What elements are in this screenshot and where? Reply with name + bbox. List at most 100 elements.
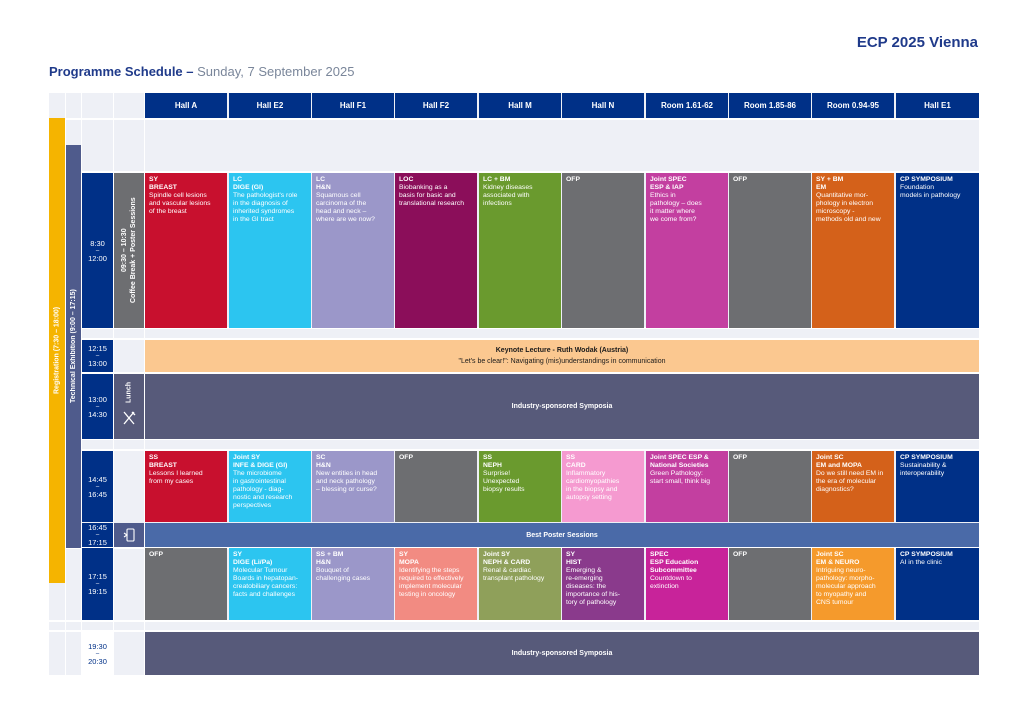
session-card[interactable]: Joint SPEC ESP & National Societies Green… [646,451,728,522]
registration-bar: Registration (7:30 – 18:00) [49,118,65,583]
keynote-bar: Keynote Lecture - Ruth Wodak (Austria) "… [145,340,979,372]
keynote-title: Keynote Lecture - Ruth Wodak (Austria) [495,347,629,354]
session-tag: CP SYMPOSIUM [900,176,953,183]
session-card[interactable]: OFP [729,451,811,522]
time-slot-6: 17:15–19:15 [82,548,113,620]
grid-line [49,449,979,451]
hall-header: Room 1.61-62 [646,93,728,118]
session-description: Foundation models in pathology [900,184,961,199]
session-description: The microbiome in gastrointestinal patho… [233,470,293,509]
coffee-break-cell: 09:30 – 10:30 Coffee Break + Poster Sess… [114,173,144,328]
session-tag: SY + BM EM [816,176,844,191]
grid-line [49,338,979,340]
session-tag: LC + BM [483,176,511,183]
session-card[interactable]: SY DIGE (Li/Pa) Molecular Tumour Boards i… [229,548,311,620]
session-card[interactable]: LC + BM Kidney diseases associated with i… [479,173,561,328]
session-description: Squamous cell carcinoma of the head and … [316,192,375,223]
session-card[interactable]: OFP [145,548,227,620]
session-card[interactable]: CP SYMPOSIUM AI in the clinic [896,548,979,620]
session-tag: SY DIGE (Li/Pa) [233,551,273,566]
session-card[interactable]: CP SYMPOSIUM Foundation models in patholo… [896,173,979,328]
session-tag: SS BREAST [149,454,177,469]
time-end: 14:30 [88,409,107,419]
time-end: 16:45 [88,489,107,499]
time-slot-7: 19:30–20:30 [82,632,113,675]
session-card[interactable]: Joint SC EM & NEURO Intriguing neuro- pat… [812,548,894,620]
session-card[interactable]: Joint SC EM and MOPA Do we still need EM … [812,451,894,522]
session-description: Do we still need EM in the era of molecu… [816,470,884,493]
grid-line [49,327,979,329]
session-card[interactable]: LOC Biobanking as a basis for basic and t… [395,173,477,328]
session-description: Surprise! Unexpected biopsy results [483,470,525,493]
grid-line [49,438,979,440]
session-description: Inflammatory cardiomyopathies in the bio… [566,470,620,501]
session-description: Emerging & re-emerging diseases: the imp… [566,567,621,606]
session-description: The pathologist's role in the diagnosis … [233,192,298,223]
time-start: 17:15 [88,572,107,581]
session-tag: OFP [733,176,747,183]
session-tag: SY BREAST [149,176,177,191]
session-tag: LC DIGE (GI) [233,176,264,191]
session-card[interactable]: SY BREAST Spindle cell lesions and vascul… [145,173,227,328]
session-card[interactable]: Joint SPEC ESP & IAP Ethics in pathology … [646,173,728,328]
session-card[interactable]: SS + BM H&N Bouquet of challenging cases [312,548,394,620]
hall-header: Room 0.94-95 [812,93,894,118]
industry-symposia-label: Industry-sponsored Symposia [511,403,613,410]
grid-line [49,171,979,173]
session-tag: OFP [566,176,580,183]
session-card[interactable]: SC H&N New entities in head and neck path… [312,451,394,522]
session-card[interactable]: SS NEPH Surprise! Unexpected biopsy resul… [479,451,561,522]
industry-symposia-evening-bar: Industry-sponsored Symposia [145,632,979,675]
session-card[interactable]: SY HIST Emerging & re-emerging diseases: … [562,548,644,620]
session-card[interactable]: SY MOPA Identifying the steps required to… [395,548,477,620]
coffee-break-label: 09:30 – 10:30 Coffee Break + Poster Sess… [121,197,137,304]
session-tag: SS + BM H&N [316,551,344,566]
poster-sessions-bar: Best Poster Sessions [145,523,979,547]
session-card[interactable]: SS CARD Inflammatory cardiomyopathies in … [562,451,644,522]
session-card[interactable]: LC H&N Squamous cell carcinoma of the hea… [312,173,394,328]
session-card[interactable]: OFP [395,451,477,522]
session-tag: Joint SPEC ESP & IAP [650,176,687,191]
session-tag: Joint SC EM & NEURO [816,551,860,566]
session-tag: CP SYMPOSIUM [900,454,953,461]
session-card[interactable]: OFP [729,173,811,328]
grid-line [144,93,145,675]
grid-line [81,93,82,675]
heading-title: Programme Schedule – [49,64,194,79]
session-description: Quantitative mor- phology in electron mi… [816,192,881,223]
session-tag: OFP [733,454,747,461]
session-card[interactable]: LC DIGE (GI) The pathologist's role in th… [229,173,311,328]
exhibition-label: Technical Exhibition (9:00 – 17:15) [70,289,77,404]
hall-header: Hall M [479,93,561,118]
time-end: 17:15 [88,538,107,547]
session-card[interactable]: SY + BM EM Quantitative mor- phology in e… [812,173,894,328]
session-tag: SY HIST [566,551,582,566]
session-card[interactable]: SS BREAST Lessons I learned from my cases [145,451,227,522]
session-tag: SY MOPA [399,551,419,566]
session-description: Biobanking as a basis for basic and tran… [399,184,464,207]
session-description: Molecular Tumour Boards in hepatopan- cr… [233,567,298,598]
time-end: 19:15 [88,587,107,596]
session-card[interactable]: SPEC ESP Education Subcommittee Countdown… [646,548,728,620]
time-end: 13:00 [88,359,107,368]
session-tag: LC H&N [316,176,331,191]
registration-label: Registration (7:30 – 18:00) [53,306,61,395]
session-tag: Joint SC EM and MOPA [816,454,862,469]
session-tag: SPEC ESP Education Subcommittee [650,551,699,574]
grid-line [49,630,979,632]
time-slot-1: 8:30–12:00 [82,173,113,328]
session-tag: OFP [149,551,163,558]
session-card[interactable]: OFP [729,548,811,620]
session-card[interactable]: Joint SY INFE & DIGE (GI) The microbiome … [229,451,311,522]
session-description: AI in the clinic [900,559,942,566]
session-description: Intriguing neuro- pathology: morpho- mol… [816,567,876,606]
time-slot-4: 14:45–16:45 [82,451,113,522]
session-card[interactable]: CP SYMPOSIUM Sustainability & interoperab… [896,451,979,522]
session-tag: LOC [399,176,414,183]
session-description: Sustainability & interoperability [900,462,947,477]
hall-header: Hall F1 [312,93,394,118]
session-card[interactable]: Joint SY NEPH & CARD Renal & cardiac tran… [479,548,561,620]
session-card[interactable]: OFP [562,173,644,328]
time-start: 14:45 [88,474,107,484]
